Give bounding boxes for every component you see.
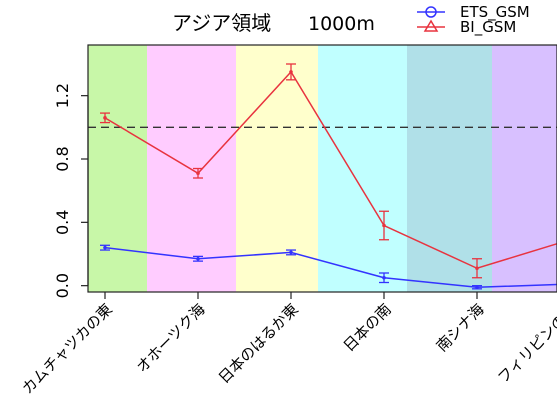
data-point bbox=[103, 116, 107, 120]
region-band bbox=[147, 45, 236, 292]
data-point bbox=[475, 266, 479, 271]
legend-triangle-marker bbox=[423, 19, 439, 32]
chart-title: アジア領域 bbox=[172, 11, 271, 35]
x-tick-label: 南シナ海 bbox=[433, 300, 488, 355]
data-point bbox=[103, 245, 107, 250]
series-line bbox=[104, 70, 557, 270]
x-tick-label: 日本の南 bbox=[340, 300, 395, 355]
y-tick-label: 1.2 bbox=[53, 83, 72, 108]
x-tick-label: オホーツク海 bbox=[133, 300, 209, 376]
data-point bbox=[196, 256, 200, 261]
legend-label: BI_GSM bbox=[460, 18, 516, 37]
legend-circle-marker bbox=[425, 6, 437, 18]
x-axis: カムチャツカの東 オホーツク海 日本のはるか東 日本の南 南シナ海 フィリピンの東 bbox=[18, 292, 557, 398]
data-point bbox=[382, 275, 386, 280]
legend-label: ETS_GSM bbox=[460, 3, 530, 22]
x-tick-label: 日本のはるか東 bbox=[215, 300, 302, 387]
region-backgrounds bbox=[88, 45, 557, 292]
y-axis: 0.0 0.4 0.8 1.2 bbox=[53, 83, 89, 298]
y-tick-label: 0.0 bbox=[53, 273, 72, 298]
y-tick-label: 0.4 bbox=[53, 210, 72, 235]
chart-subtitle: 1000m bbox=[308, 13, 375, 35]
data-point bbox=[196, 171, 200, 176]
data-point bbox=[289, 70, 293, 74]
data-point bbox=[382, 223, 386, 228]
x-tick-label: フィリピンの東 bbox=[494, 300, 557, 387]
data-point bbox=[475, 285, 479, 290]
x-tick-label: カムチャツカの東 bbox=[18, 300, 115, 397]
region-band bbox=[407, 45, 492, 292]
region-band bbox=[88, 45, 147, 292]
series-group bbox=[100, 63, 557, 290]
data-point bbox=[289, 250, 293, 255]
series-line bbox=[104, 246, 557, 289]
region-band bbox=[318, 45, 407, 292]
region-band bbox=[492, 45, 557, 292]
y-tick-label: 0.8 bbox=[53, 146, 72, 171]
